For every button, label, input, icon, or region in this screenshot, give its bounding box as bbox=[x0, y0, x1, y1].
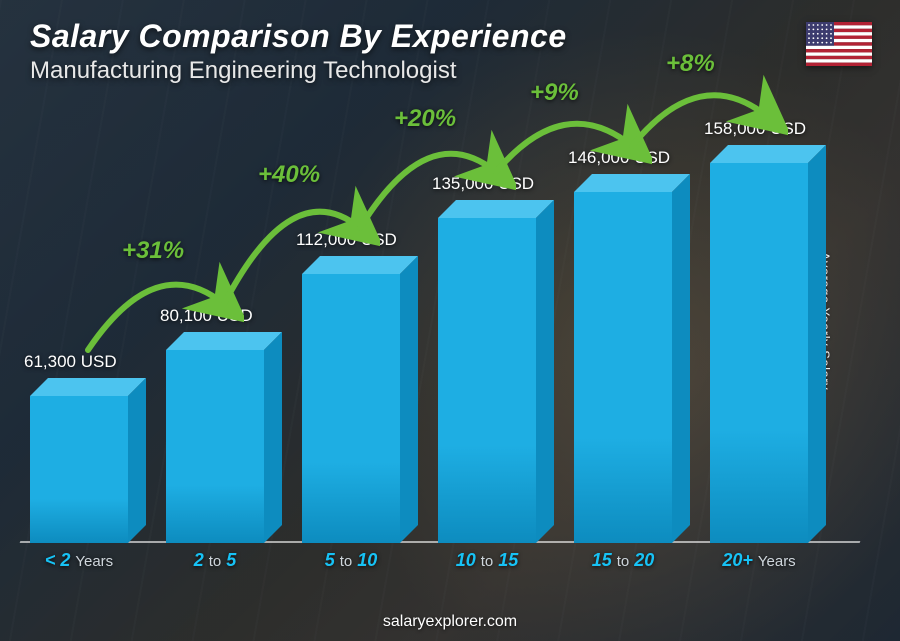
us-flag-icon bbox=[806, 22, 872, 66]
x-axis-label: 15 to 20 bbox=[564, 550, 682, 571]
bar-side-face bbox=[536, 200, 554, 543]
bar-top-face bbox=[710, 145, 826, 163]
bar-front-face bbox=[574, 192, 672, 543]
bar-front-face bbox=[166, 350, 264, 543]
bar bbox=[166, 350, 264, 543]
chart-title: Salary Comparison By Experience bbox=[30, 18, 870, 55]
bar-3d bbox=[166, 350, 264, 543]
bar-front-face bbox=[438, 218, 536, 543]
increment-pct-label: +20% bbox=[394, 105, 456, 133]
x-axis-label: 2 to 5 bbox=[156, 550, 274, 571]
bar-front-face bbox=[302, 274, 400, 543]
bar-3d bbox=[574, 192, 672, 543]
header: Salary Comparison By Experience Manufact… bbox=[30, 18, 870, 85]
bar-3d bbox=[302, 274, 400, 543]
chart-subtitle: Manufacturing Engineering Technologist bbox=[30, 57, 870, 85]
bar-top-face bbox=[574, 174, 690, 192]
x-axis-label: 10 to 15 bbox=[428, 550, 546, 571]
bar-front-face bbox=[710, 163, 808, 543]
bar-top-face bbox=[438, 200, 554, 218]
bar bbox=[710, 163, 808, 543]
bar bbox=[574, 192, 672, 543]
bar-value-label: 80,100 USD bbox=[160, 306, 253, 326]
increment-pct-label: +8% bbox=[666, 50, 715, 78]
bar bbox=[438, 218, 536, 543]
bar-side-face bbox=[672, 174, 690, 543]
increment-pct-label: +31% bbox=[122, 237, 184, 265]
x-axis-label: 5 to 10 bbox=[292, 550, 410, 571]
bar-top-face bbox=[166, 332, 282, 350]
bar-side-face bbox=[400, 256, 418, 543]
bar-top-face bbox=[30, 378, 146, 396]
footer-attribution: salaryexplorer.com bbox=[0, 613, 900, 631]
bar-side-face bbox=[808, 145, 826, 543]
bar-value-label: 158,000 USD bbox=[704, 119, 806, 139]
x-axis-label: 20+ Years bbox=[700, 550, 818, 571]
bar-3d bbox=[438, 218, 536, 543]
increment-pct-label: +40% bbox=[258, 161, 320, 189]
bar-front-face bbox=[30, 396, 128, 543]
bar-value-label: 146,000 USD bbox=[568, 148, 670, 168]
bar-side-face bbox=[128, 378, 146, 543]
x-axis-label: < 2 Years bbox=[20, 550, 138, 571]
infographic-stage: Salary Comparison By Experience Manufact… bbox=[0, 0, 900, 641]
bar-top-face bbox=[302, 256, 418, 274]
bar bbox=[30, 396, 128, 543]
bar-value-label: 61,300 USD bbox=[24, 352, 117, 372]
bar-chart: 61,300 USD< 2 Years 80,100 USD2 to 5 112… bbox=[30, 120, 850, 571]
bar-side-face bbox=[264, 332, 282, 543]
bar-value-label: 135,000 USD bbox=[432, 174, 534, 194]
bar-3d bbox=[30, 396, 128, 543]
increment-pct-label: +9% bbox=[530, 79, 579, 107]
bar-value-label: 112,000 USD bbox=[296, 230, 397, 250]
bar-3d bbox=[710, 163, 808, 543]
bar bbox=[302, 274, 400, 543]
